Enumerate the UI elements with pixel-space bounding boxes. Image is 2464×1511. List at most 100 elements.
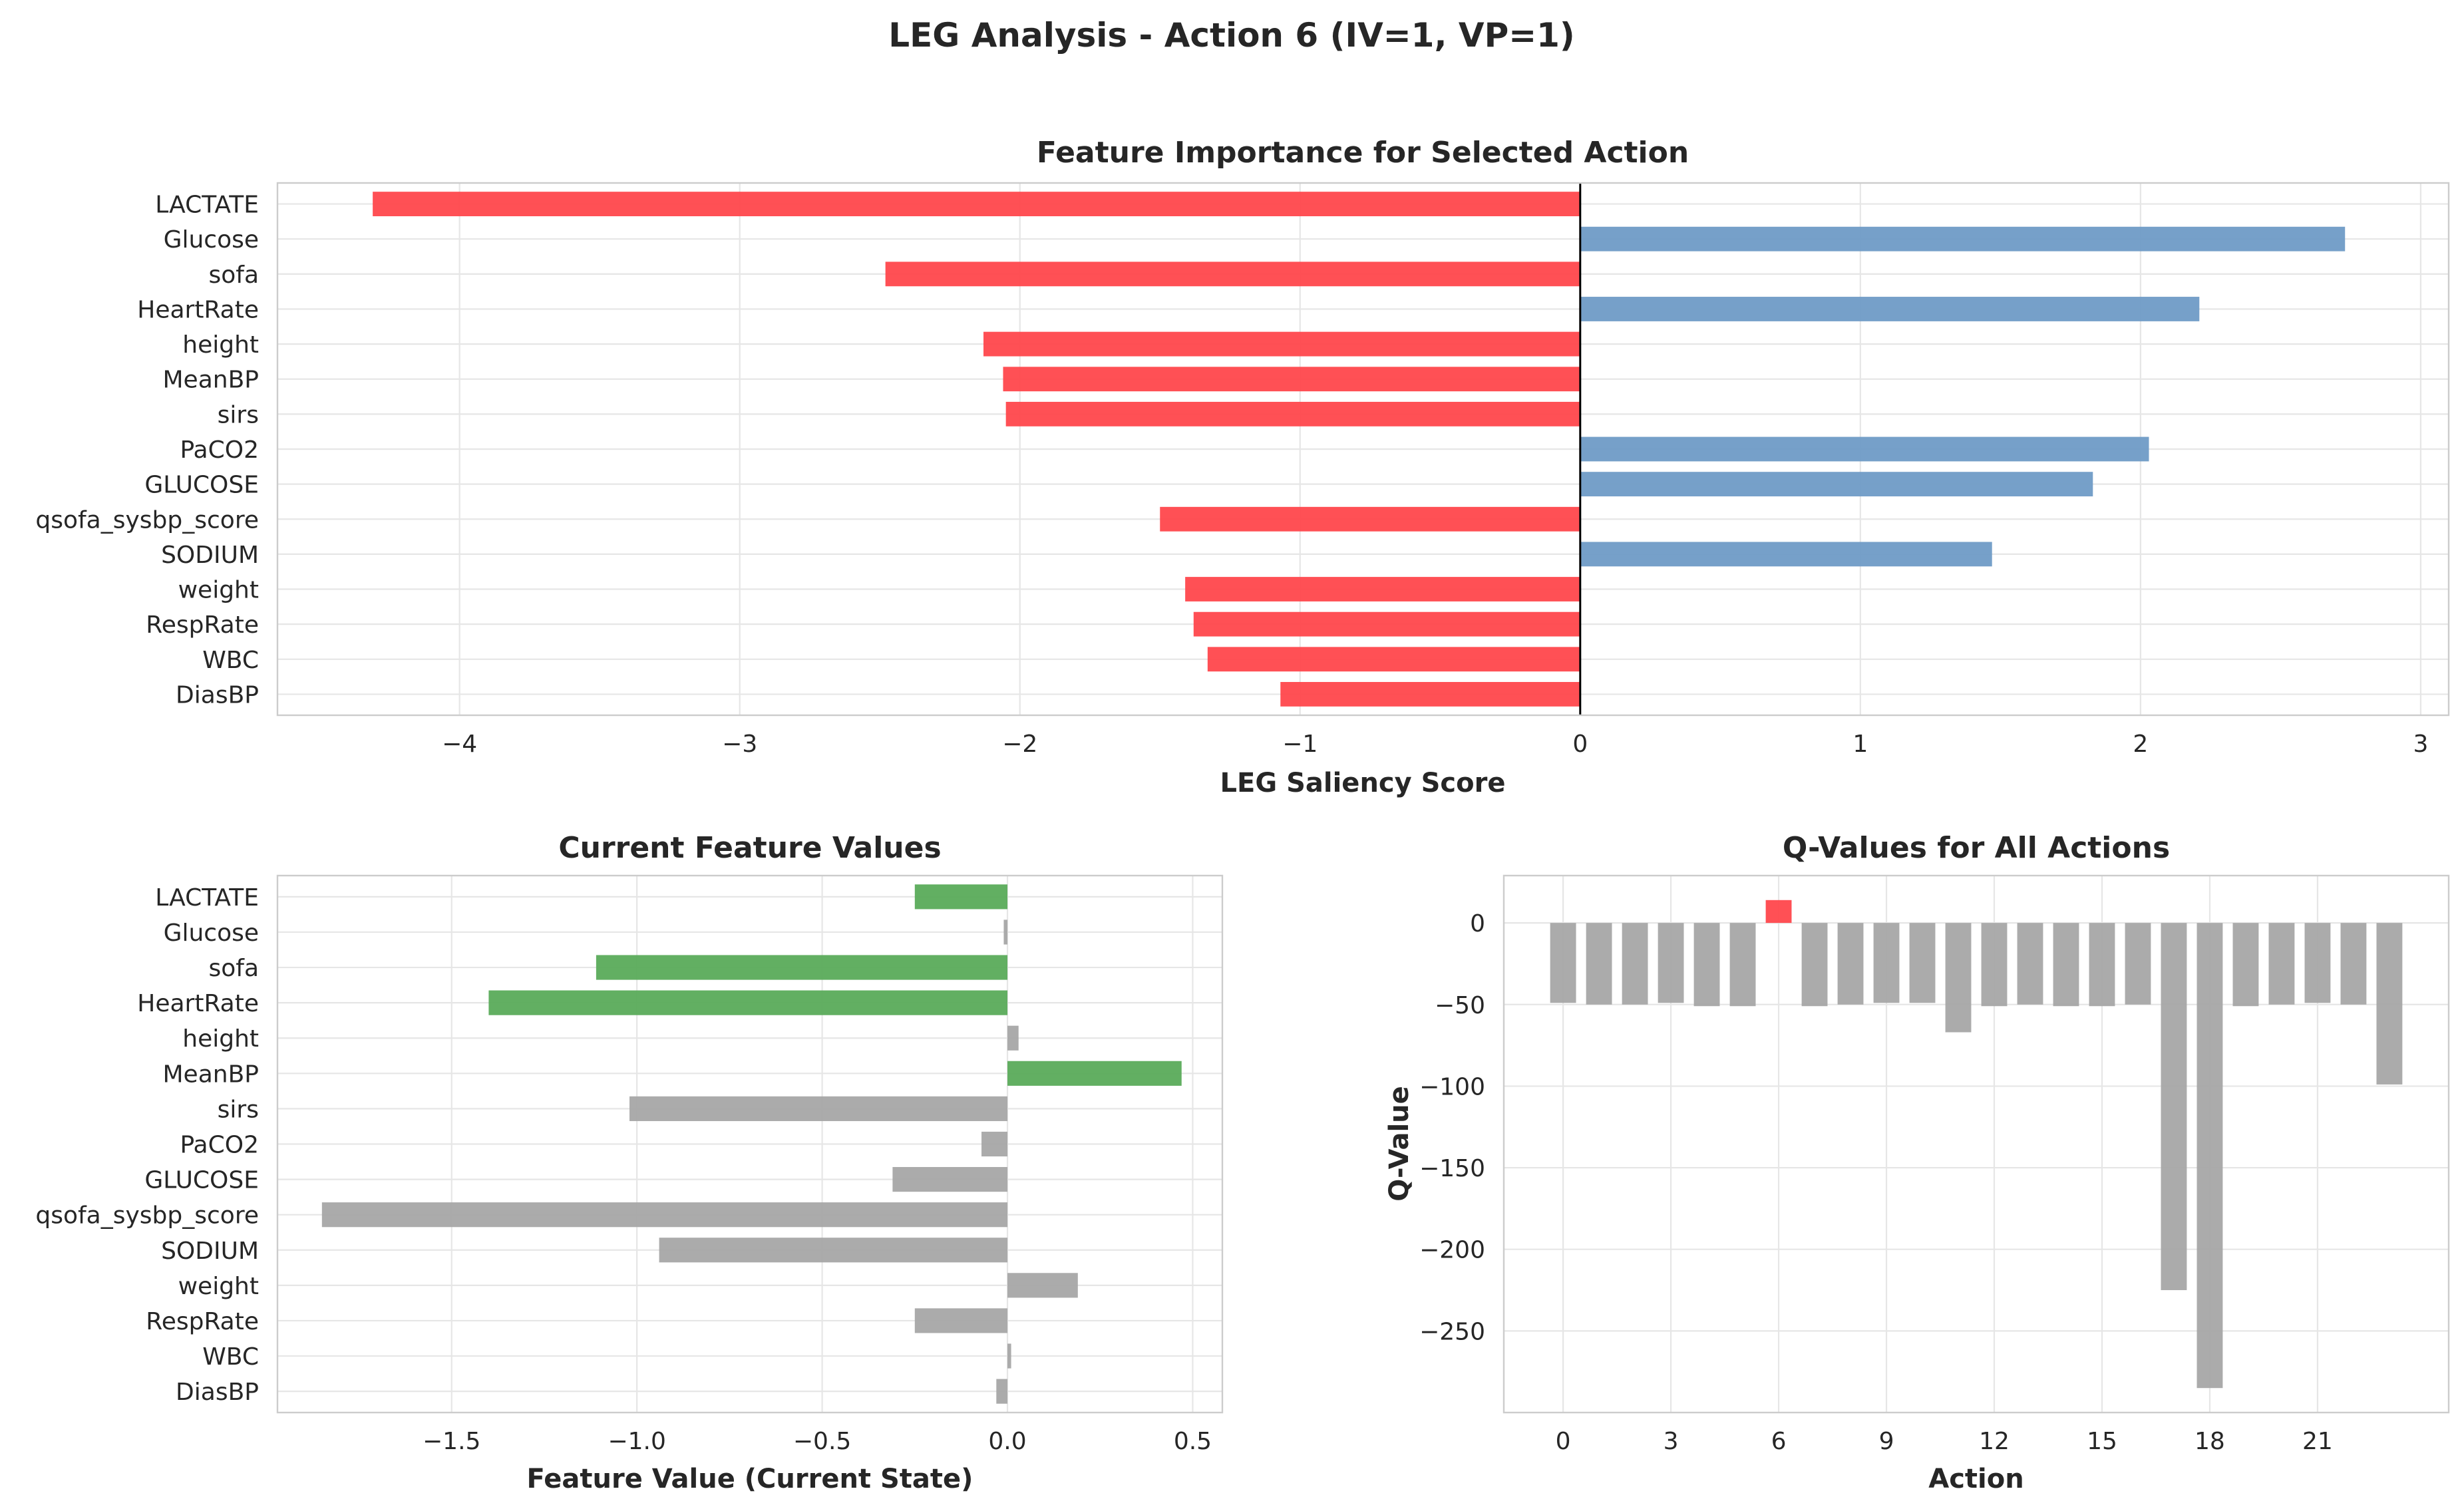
- bar: [1193, 611, 1580, 637]
- y-tick-label: SODIUM: [161, 1238, 259, 1265]
- x-tick-label: 1: [1852, 731, 1868, 758]
- bar: [2340, 923, 2367, 1005]
- bar: [1580, 472, 2093, 497]
- bar: [1550, 923, 1576, 1003]
- bar: [2089, 923, 2115, 1007]
- x-tick-label: −1.5: [423, 1428, 480, 1455]
- y-tick-label: HeartRate: [137, 990, 259, 1017]
- y-tick-label: −250: [1419, 1318, 1485, 1345]
- bar: [2161, 923, 2187, 1291]
- y-tick-label: sofa: [208, 955, 259, 982]
- y-tick-label: WBC: [202, 1343, 259, 1371]
- figure-suptitle: LEG Analysis - Action 6 (IV=1, VP=1): [888, 16, 1575, 55]
- x-tick-label: 0.5: [1174, 1428, 1212, 1455]
- bar: [1005, 401, 1580, 426]
- y-tick-label: sirs: [218, 401, 259, 428]
- bar: [2017, 923, 2043, 1005]
- q-values-axes-frame: [1502, 874, 2450, 1414]
- feature-importance-title: Feature Importance for Selected Action: [1037, 136, 1689, 170]
- bar: [914, 884, 1008, 910]
- x-tick-label: −2: [1002, 731, 1037, 758]
- y-tick-label: qsofa_sysbp_score: [35, 1202, 259, 1230]
- bar: [1007, 1025, 1019, 1051]
- x-tick-label: −1.0: [608, 1428, 665, 1455]
- y-tick-label: SODIUM: [161, 542, 259, 569]
- bar: [1160, 506, 1580, 532]
- x-tick-label: −3: [722, 731, 757, 758]
- x-tick-label: −1: [1282, 731, 1318, 758]
- bar: [1580, 226, 2346, 252]
- x-tick-label: 2: [2133, 731, 2148, 758]
- bar: [1945, 923, 1972, 1033]
- selected-action-bar: [1765, 900, 1792, 923]
- bar: [1729, 923, 1756, 1007]
- x-tick-label: −4: [442, 731, 477, 758]
- bar: [1280, 682, 1580, 707]
- bar: [596, 955, 1008, 980]
- x-tick-label: 21: [2302, 1428, 2333, 1455]
- bar: [1003, 920, 1008, 945]
- y-tick-label: height: [182, 1025, 259, 1053]
- bar: [914, 1308, 1008, 1333]
- bar: [1801, 923, 1828, 1007]
- x-tick-label: 9: [1879, 1428, 1894, 1455]
- y-tick-label: LACTATE: [155, 884, 259, 912]
- bar: [2197, 923, 2223, 1389]
- y-tick-label: HeartRate: [137, 296, 259, 323]
- y-tick-label: weight: [178, 1273, 259, 1300]
- bar: [892, 1167, 1008, 1192]
- q-values-xlabel: Action: [1928, 1464, 2024, 1494]
- bar: [1981, 923, 2008, 1007]
- x-tick-label: −0.5: [793, 1428, 851, 1455]
- bar: [996, 1379, 1008, 1404]
- y-tick-label: Glucose: [164, 920, 259, 947]
- bar: [1837, 923, 1864, 1005]
- feature-importance-panel: LACTATE Glucose sofa HeartRate height MeanBP s…: [35, 136, 2450, 798]
- bar: [1007, 1273, 1078, 1298]
- x-tick-label: 3: [2413, 731, 2428, 758]
- bar: [1007, 1343, 1011, 1369]
- bar: [629, 1096, 1008, 1121]
- bar: [1003, 367, 1580, 392]
- bar: [2053, 923, 2079, 1007]
- y-tick-label: −200: [1419, 1237, 1485, 1264]
- y-tick-label: PaCO2: [180, 436, 259, 464]
- y-tick-label: DiasBP: [176, 681, 259, 709]
- bar: [488, 990, 1008, 1015]
- bar: [1207, 647, 1580, 672]
- bar: [1693, 923, 1720, 1007]
- y-tick-label: sirs: [218, 1096, 259, 1123]
- bar: [1580, 297, 2200, 321]
- x-tick-label: 3: [1664, 1428, 1679, 1455]
- bar: [885, 261, 1580, 287]
- bar: [1580, 542, 1992, 567]
- x-tick-label: 12: [1979, 1428, 2010, 1455]
- q-values-title: Q-Values for All Actions: [1783, 831, 2170, 865]
- feature-values-axes-frame: [276, 874, 1224, 1414]
- bar: [1580, 436, 2149, 462]
- x-tick-label: 0.0: [988, 1428, 1026, 1455]
- feature-importance-axes-frame: [276, 182, 2450, 717]
- y-tick-label: weight: [178, 577, 259, 604]
- bar: [373, 192, 1580, 216]
- y-tick-label: −150: [1419, 1155, 1485, 1182]
- q-values-ylabel: Q-Value: [1384, 1086, 1415, 1202]
- bar: [659, 1238, 1008, 1263]
- bar: [2304, 923, 2331, 1003]
- bar: [321, 1202, 1008, 1228]
- bar: [2376, 923, 2403, 1085]
- y-tick-label: RespRate: [146, 1308, 259, 1335]
- y-tick-label: qsofa_sysbp_score: [35, 506, 259, 534]
- y-tick-label: RespRate: [146, 611, 259, 639]
- y-tick-label: MeanBP: [163, 367, 260, 394]
- x-tick-label: 15: [2087, 1428, 2117, 1455]
- bar: [981, 1131, 1008, 1157]
- bar: [1622, 923, 1648, 1005]
- y-tick-label: −100: [1419, 1073, 1485, 1100]
- x-tick-label: 0: [1572, 731, 1588, 758]
- y-tick-label: 0: [1470, 910, 1485, 937]
- y-tick-label: LACTATE: [155, 192, 259, 219]
- bar: [1185, 577, 1580, 601]
- bar: [1007, 1061, 1182, 1086]
